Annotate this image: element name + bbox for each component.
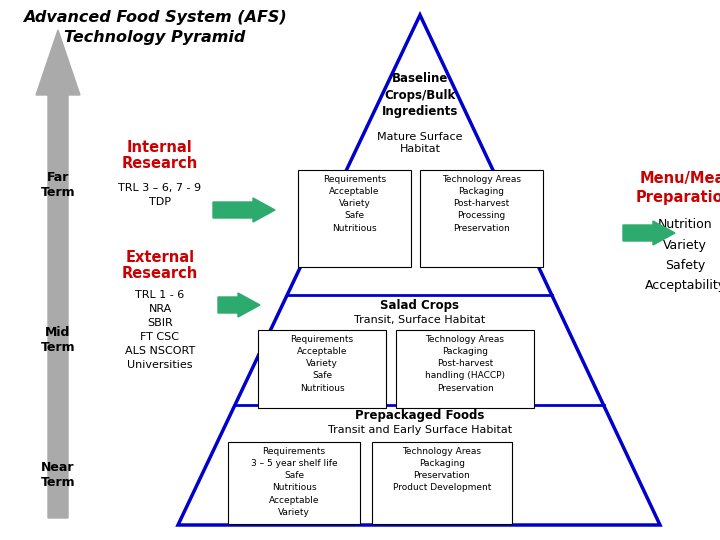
Text: Research: Research [122, 157, 198, 172]
Text: Technology Areas
Packaging
Post-harvest
Processing
Preservation: Technology Areas Packaging Post-harvest … [442, 175, 521, 233]
Text: Salad Crops: Salad Crops [380, 300, 459, 313]
Text: External: External [125, 251, 194, 266]
Text: Nutrition
Variety
Safety
Acceptability: Nutrition Variety Safety Acceptability [644, 219, 720, 292]
Bar [258, 330, 386, 408]
Text: Transit and Early Surface Habitat: Transit and Early Surface Habitat [328, 425, 512, 435]
Text: Advanced Food System (AFS)
Technology Pyramid: Advanced Food System (AFS) Technology Py… [23, 10, 287, 45]
Text: Requirements
Acceptable
Variety
Safe
Nutritious: Requirements Acceptable Variety Safe Nut… [290, 335, 354, 393]
Text: Far
Term: Far Term [41, 171, 76, 199]
Text: Mature Surface
Habitat: Mature Surface Habitat [377, 132, 463, 154]
Text: Mid
Term: Mid Term [41, 326, 76, 354]
Text: Near
Term: Near Term [41, 461, 76, 489]
Text: Requirements
3 – 5 year shelf life
Safe
Nutritious
Acceptable
Variety: Requirements 3 – 5 year shelf life Safe … [251, 447, 337, 517]
FancyArrow shape [36, 30, 80, 518]
Text: Menu/Meal
Preparation: Menu/Meal Preparation [636, 171, 720, 205]
Bar [420, 170, 543, 267]
FancyArrow shape [623, 221, 675, 245]
Text: Internal: Internal [127, 140, 193, 156]
Text: Prepackaged Foods: Prepackaged Foods [355, 409, 485, 422]
Text: Technology Areas
Packaging
Preservation
Product Development: Technology Areas Packaging Preservation … [393, 447, 491, 492]
Text: TRL 1 - 6
NRA
SBIR
FT CSC
ALS NSCORT
Universities: TRL 1 - 6 NRA SBIR FT CSC ALS NSCORT Uni… [125, 290, 195, 370]
Bar [228, 442, 360, 524]
Bar [298, 170, 411, 267]
Text: Transit, Surface Habitat: Transit, Surface Habitat [354, 315, 485, 325]
Bar [372, 442, 512, 524]
Text: Research: Research [122, 267, 198, 281]
Polygon shape [178, 15, 660, 525]
Text: Baseline
Crops/Bulk
Ingredients: Baseline Crops/Bulk Ingredients [382, 72, 458, 118]
Text: Technology Areas
Packaging
Post-harvest
handling (HACCP)
Preservation: Technology Areas Packaging Post-harvest … [425, 335, 505, 393]
FancyArrow shape [213, 198, 275, 222]
Text: TRL 3 – 6, 7 - 9
TDP: TRL 3 – 6, 7 - 9 TDP [118, 183, 202, 207]
Bar [396, 330, 534, 408]
Text: Requirements
Acceptable
Variety
Safe
Nutritious: Requirements Acceptable Variety Safe Nut… [323, 175, 386, 233]
FancyArrow shape [218, 293, 260, 317]
